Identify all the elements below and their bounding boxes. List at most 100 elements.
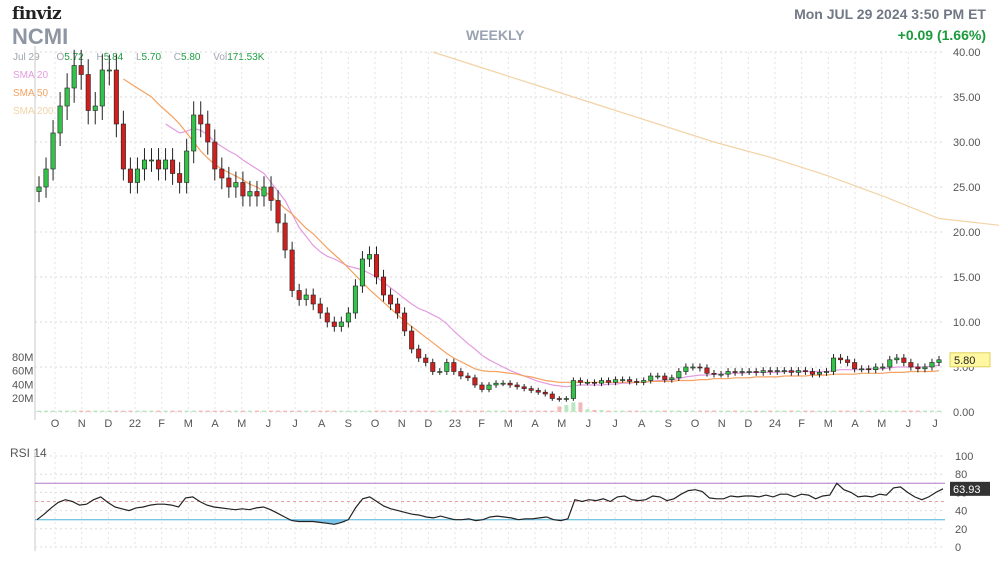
time-tick-label: M: [237, 418, 246, 430]
candle-body: [641, 380, 647, 383]
candle-body: [613, 379, 619, 383]
price-tick-label: 0.00: [953, 407, 974, 419]
finviz-logo[interactable]: finviz: [12, 4, 62, 24]
low-label: L: [135, 52, 142, 63]
volume-bar: [733, 410, 738, 412]
volume-bar: [107, 410, 112, 412]
candle-body: [634, 381, 640, 383]
time-tick-label: O: [371, 418, 380, 430]
volume-label: Vol: [213, 52, 228, 63]
candle-body: [317, 303, 323, 314]
volume-bar: [198, 410, 203, 412]
candle-body: [324, 312, 330, 323]
volume-bar: [430, 410, 435, 412]
volume-bar: [585, 409, 590, 412]
volume-bar: [747, 410, 752, 412]
candle-body: [929, 362, 935, 368]
time-tick-label: 24: [769, 418, 781, 430]
candle-body: [57, 105, 63, 134]
candle-body: [226, 177, 232, 188]
candle-body: [113, 69, 119, 125]
volume-bar: [437, 410, 442, 412]
candle-body: [177, 173, 183, 183]
volume-bar: [269, 410, 274, 412]
candle-body: [669, 377, 675, 380]
candle-body: [739, 371, 745, 373]
volume-bar: [690, 410, 695, 412]
rsi-tick-label: 20: [955, 524, 967, 536]
candle-body: [767, 370, 773, 372]
candle-body: [584, 381, 590, 384]
volume-bar: [44, 410, 49, 412]
volume-bar: [627, 410, 632, 412]
volume-bar: [416, 410, 421, 412]
candle-body: [711, 372, 717, 375]
volume-bar: [929, 410, 934, 412]
close-label: C: [173, 52, 182, 63]
candle-body: [676, 371, 682, 379]
volume-bar: [423, 410, 428, 412]
volume-bar: [894, 410, 899, 412]
volume-bar: [170, 410, 175, 412]
volume-bar: [782, 410, 787, 412]
volume-bar: [58, 410, 63, 412]
candle-body: [345, 312, 351, 323]
volume-bar: [86, 410, 91, 412]
candle-body: [831, 357, 837, 372]
candle-body: [191, 114, 197, 152]
volume-bar: [472, 410, 477, 412]
candle-body: [149, 159, 155, 162]
volume-bar: [606, 410, 611, 412]
volume-bar: [564, 405, 569, 412]
volume-bar: [662, 410, 667, 412]
candle-body: [500, 382, 506, 385]
volume-bar: [768, 410, 773, 412]
candle-body: [64, 87, 70, 107]
volume-bar: [339, 410, 344, 412]
time-tick-label: S: [345, 418, 352, 430]
time-tick-label: A: [211, 418, 219, 430]
time-tick-label: S: [665, 418, 672, 430]
volume-bar: [803, 410, 808, 412]
candle-body: [472, 377, 478, 386]
price-tick-label: 40.00: [953, 47, 981, 59]
candle-body: [233, 182, 239, 188]
volume-bar: [697, 410, 702, 412]
volume-bar: [719, 410, 724, 412]
candle-body: [591, 381, 597, 384]
volume-bar: [114, 410, 119, 412]
sma50-line: [123, 78, 940, 383]
volume-bar: [908, 410, 913, 412]
volume-bar: [754, 410, 759, 412]
volume-bar: [901, 410, 906, 412]
volume-bar: [346, 410, 351, 412]
candle-body: [416, 348, 422, 359]
volume-bar: [704, 410, 709, 412]
time-tick-label: N: [78, 418, 86, 430]
candle-body: [395, 303, 401, 314]
volume-bar: [297, 410, 302, 412]
time-tick-label: M: [557, 418, 566, 430]
volume-bar: [156, 410, 161, 412]
low-value: 5.70: [141, 52, 162, 63]
candle-body: [542, 391, 548, 395]
volume-bar: [79, 410, 84, 412]
sma20-line: [165, 123, 940, 388]
candle-body: [577, 380, 583, 383]
candle-body: [198, 114, 204, 125]
price-tick-label: 25.00: [953, 182, 981, 194]
candle-body: [859, 368, 865, 371]
candle-body: [303, 294, 309, 300]
candle-body: [381, 276, 387, 296]
volume-bar: [922, 410, 927, 412]
time-tick-label: J: [292, 418, 298, 430]
volume-bar: [937, 410, 941, 412]
volume-bar: [592, 409, 597, 412]
volume-bar: [458, 410, 463, 412]
candle-body: [92, 105, 98, 111]
volume-bar: [887, 410, 892, 412]
volume-bar: [262, 410, 266, 412]
volume-bar: [142, 410, 147, 412]
time-tick-label: A: [318, 418, 326, 430]
